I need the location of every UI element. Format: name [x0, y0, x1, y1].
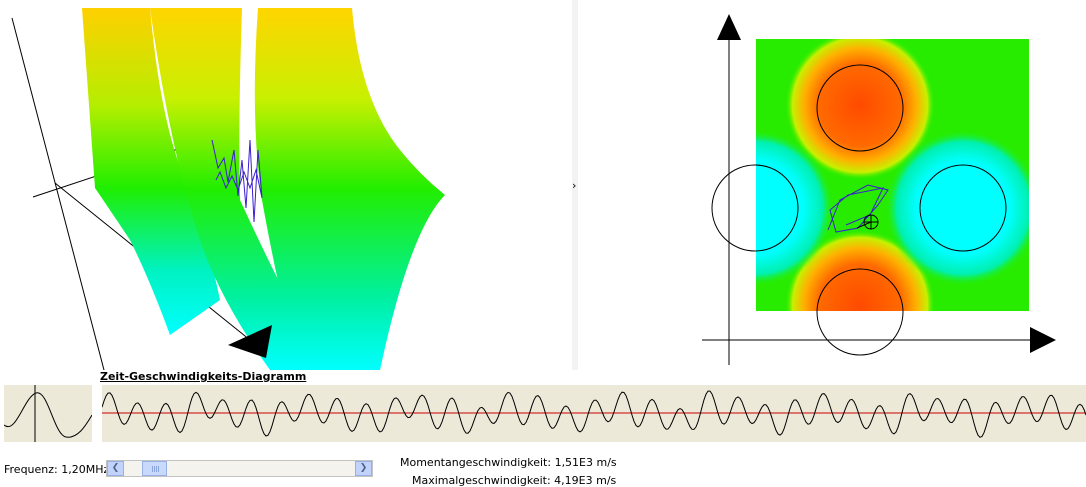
- frequency-slider[interactable]: ❮ ❯: [106, 460, 373, 477]
- surface-left-wing: [82, 8, 220, 335]
- electrode-circle: [816, 268, 904, 356]
- chevron-left-icon[interactable]: ❮: [107, 461, 124, 476]
- potential-map-2d: [702, 14, 1056, 365]
- momentary-speed-readout: Momentangeschwindigkeit: 1,51E3 m/s: [400, 456, 617, 469]
- axis-line: [11, 17, 105, 370]
- panel-splitter[interactable]: [572, 0, 578, 370]
- splitter-arrow-icon[interactable]: ›: [572, 179, 577, 192]
- diagram-title: Zeit-Geschwindigkeits-Diagramm: [100, 370, 307, 383]
- surface-right-wing: [254, 8, 445, 370]
- frequency-slider-thumb[interactable]: [142, 461, 167, 476]
- potential-3d-view[interactable]: [0, 0, 572, 370]
- electrode-circle: [711, 164, 799, 252]
- single-period-wave: [3, 385, 93, 442]
- single-period-wave-panel: [3, 385, 93, 442]
- time-velocity-diagram: [101, 385, 1086, 442]
- electrode-circle: [919, 164, 1007, 252]
- velocity-curve: [101, 390, 1086, 438]
- potential-2d-view[interactable]: [578, 0, 1086, 370]
- x-axis-arrow-icon: [1030, 327, 1056, 353]
- electrode-circle: [816, 64, 904, 152]
- chevron-right-icon[interactable]: ❯: [355, 461, 372, 476]
- axis-arrow-head: [228, 325, 272, 358]
- velocity-waveform: [101, 390, 1086, 438]
- maximum-speed-readout: Maximalgeschwindigkeit: 4,19E3 m/s: [412, 474, 617, 487]
- potential-surface-3d: [11, 8, 445, 370]
- particle-trajectory: [827, 184, 889, 233]
- frequency-label: Frequenz: 1,20MHz: [4, 463, 110, 476]
- surface-valley: [150, 8, 330, 370]
- particle-trajectory: [211, 139, 263, 223]
- y-axis-arrow-icon: [717, 14, 741, 40]
